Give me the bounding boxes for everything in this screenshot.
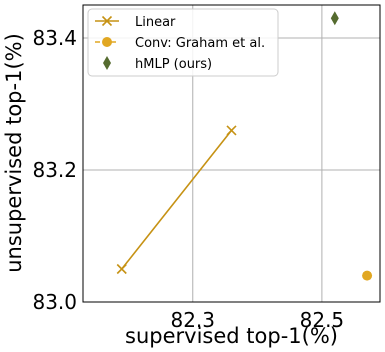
tick-labels: 82.3 82.5 83.0 83.2 83.4 <box>32 26 344 332</box>
x-marker-stroke <box>226 125 237 136</box>
y-tick-label: 83.0 <box>32 290 77 314</box>
y-tick-label: 83.2 <box>32 158 77 182</box>
data-point-circle <box>362 270 373 281</box>
series-line-0 <box>121 129 233 270</box>
legend-box <box>87 8 279 77</box>
x-tick-label: 82.5 <box>300 308 345 332</box>
plot-frame <box>82 4 381 303</box>
data-point-x <box>116 263 127 275</box>
x-marker-stroke <box>101 15 113 27</box>
legend-marker <box>102 37 112 47</box>
data-point-diamond <box>330 11 339 26</box>
chart-marks <box>116 11 373 281</box>
y-tick-label: 83.4 <box>32 26 77 50</box>
legend: Linear Conv: Graham et al. hMLP (ours) <box>87 8 279 77</box>
legend-label: Linear <box>135 15 176 30</box>
x-axis-label: supervised top-1(%) <box>125 324 338 348</box>
data-point-x <box>226 125 237 136</box>
y-axis-label: unsupervised top-1(%) <box>2 33 26 273</box>
legend-label: hMLP (ours) <box>135 57 212 72</box>
x-tick-label: 82.3 <box>170 308 215 332</box>
legend-marker <box>101 15 113 27</box>
legend-label: Conv: Graham et al. <box>135 36 265 51</box>
legend-marker <box>103 56 111 70</box>
x-marker-stroke <box>116 263 127 275</box>
